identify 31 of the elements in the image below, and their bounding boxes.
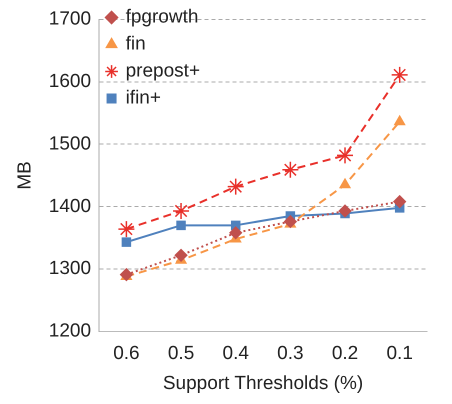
x-tick-label: 0.5 — [168, 343, 194, 364]
y-axis-title: MB — [14, 161, 36, 190]
legend-label: fpgrowth — [126, 6, 198, 28]
point — [390, 66, 408, 84]
x-tick-label: 0.1 — [386, 343, 413, 364]
legend-label: ifin+ — [126, 88, 161, 109]
point — [172, 202, 190, 220]
x-tick-label: 0.4 — [222, 343, 250, 364]
point — [118, 220, 136, 238]
x-tick-label: 0.2 — [332, 343, 358, 364]
y-tick-label: 1700 — [48, 8, 92, 30]
x-tick-label: 0.6 — [113, 343, 140, 364]
point — [339, 178, 351, 188]
point — [226, 178, 244, 196]
point — [229, 226, 242, 240]
point — [336, 146, 354, 164]
y-tick-label: 1600 — [48, 71, 92, 92]
point — [174, 248, 188, 262]
x-axis-title: Support Thresholds (%) — [162, 372, 364, 394]
y-tick-label: 1300 — [48, 258, 92, 280]
y-tick-label: 1400 — [48, 196, 92, 217]
point — [122, 237, 132, 247]
y-tick-label: 1200 — [48, 320, 92, 342]
point — [338, 204, 352, 218]
point — [176, 220, 186, 230]
point — [393, 195, 406, 208]
point — [282, 161, 300, 179]
legend-label: prepost+ — [126, 60, 200, 82]
y-tick-label: 1500 — [48, 133, 92, 154]
legend-label: fin — [126, 34, 146, 55]
x-tick-label: 0.3 — [277, 343, 304, 364]
